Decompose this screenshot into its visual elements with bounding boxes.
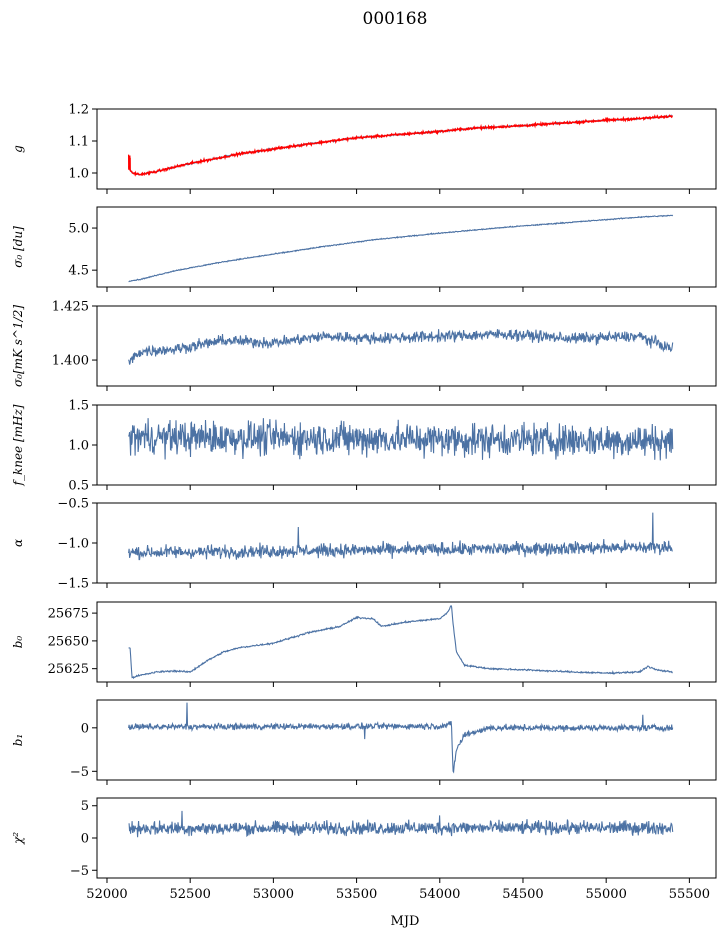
x-tick-label: 52000 bbox=[86, 887, 127, 902]
y-tick-label: 1.5 bbox=[68, 399, 89, 414]
y-tick-label: −0.5 bbox=[57, 497, 89, 512]
x-tick-label: 52500 bbox=[170, 887, 211, 902]
y-tick-label: 0 bbox=[81, 832, 89, 847]
y-tick-label: 1.0 bbox=[68, 167, 89, 182]
panel-6: 25625 25650 25675 b₀ bbox=[11, 601, 717, 687]
y-axis-label: g bbox=[11, 145, 25, 153]
series-line-trend bbox=[128, 418, 674, 461]
panel-8: −5 0 5 52000 52500 53000 53500 54000 54500 55000 5… bbox=[11, 797, 717, 902]
y-axis-label: σ₀ [du] bbox=[11, 226, 25, 268]
figure-title: 000168 bbox=[363, 9, 428, 29]
series-line-fit bbox=[127, 114, 673, 177]
x-tick-label: 53000 bbox=[253, 887, 294, 902]
y-tick-label: 5 bbox=[81, 799, 89, 814]
series-line-trend bbox=[128, 605, 673, 680]
x-tick-label: 54000 bbox=[419, 887, 460, 902]
axes-frame bbox=[96, 108, 717, 190]
axes-frame bbox=[96, 601, 717, 683]
x-tick-label: 53500 bbox=[336, 887, 377, 902]
y-tick-label: 0.5 bbox=[68, 479, 89, 494]
y-tick-label: −1.5 bbox=[57, 577, 89, 592]
series-line-trend bbox=[128, 329, 674, 365]
x-tick-label: 55000 bbox=[585, 887, 626, 902]
axes-frame bbox=[96, 797, 717, 879]
y-tick-label: 1.425 bbox=[52, 300, 89, 315]
y-tick-label: 1.0 bbox=[68, 439, 89, 454]
axes-frame bbox=[96, 699, 717, 781]
panel-5: −1.5 −1.0 −0.5 α bbox=[11, 497, 717, 592]
y-tick-label: 25625 bbox=[48, 662, 89, 677]
series-line-trend bbox=[128, 512, 673, 561]
y-axis-label: f_knee [mHz] bbox=[11, 404, 25, 486]
axes-frame bbox=[96, 206, 717, 288]
fit-spike bbox=[128, 154, 131, 170]
y-tick-label: 1.1 bbox=[68, 135, 89, 150]
y-tick-label: 1.2 bbox=[68, 103, 89, 118]
axes-frame bbox=[96, 502, 717, 584]
y-axis-label: b₀ bbox=[11, 636, 25, 649]
x-tick-label: 54500 bbox=[502, 887, 543, 902]
y-axis-label: b₁ bbox=[11, 734, 25, 747]
series-line-trend bbox=[128, 114, 673, 176]
panel-7: −5 0 b₁ bbox=[11, 699, 717, 785]
panel-2: 4.5 5.0 σ₀ [du] bbox=[11, 206, 717, 292]
x-tick-label: 55500 bbox=[669, 887, 710, 902]
x-axis-label: MJD bbox=[391, 914, 420, 929]
y-tick-label: 5.0 bbox=[68, 222, 89, 237]
y-tick-label: 25650 bbox=[48, 634, 89, 649]
y-tick-label: −1.0 bbox=[57, 537, 89, 552]
y-tick-label: 0 bbox=[81, 721, 89, 736]
panel-4: 0.5 1.0 1.5 f_knee [mHz] bbox=[11, 399, 717, 494]
y-axis-label: α bbox=[11, 539, 25, 547]
y-tick-label: 1.400 bbox=[52, 354, 89, 369]
y-tick-label: 25675 bbox=[48, 607, 89, 622]
series-line-trend bbox=[128, 702, 674, 774]
panel-1: 1.0 1.1 1.2 g bbox=[11, 103, 717, 194]
panels: 1.0 1.1 1.2 g 4.5 5.0 σ₀ [du] 1.400 1.425 σ₀[mK s… bbox=[11, 103, 717, 902]
axes-frame bbox=[96, 305, 717, 387]
panel-3: 1.400 1.425 σ₀[mK s^1/2] bbox=[11, 300, 717, 391]
y-tick-label: −5 bbox=[70, 864, 89, 879]
y-tick-label: 4.5 bbox=[68, 264, 89, 279]
y-axis-label: σ₀[mK s^1/2] bbox=[11, 305, 25, 387]
y-axis-label: χ² bbox=[11, 832, 25, 845]
y-tick-label: −5 bbox=[70, 765, 89, 780]
series-line-trend bbox=[128, 810, 674, 838]
series-line-trend bbox=[128, 214, 674, 283]
